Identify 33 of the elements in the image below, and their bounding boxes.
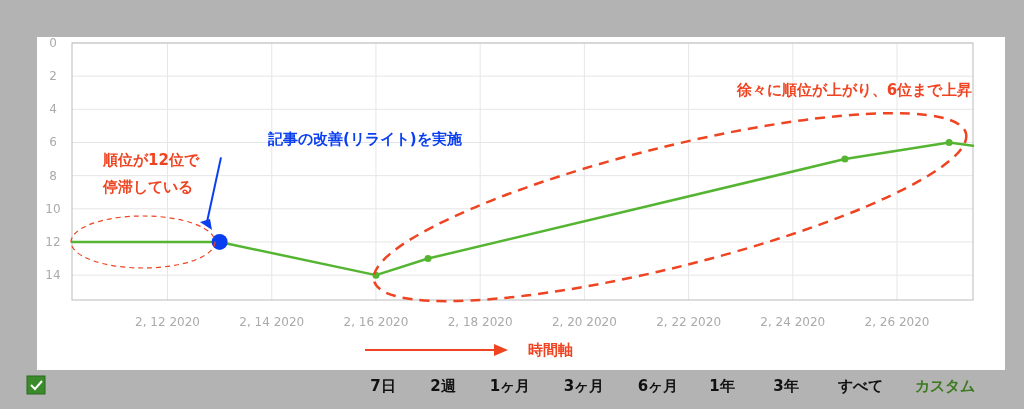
x-tick-label: 2, 18 2020 [447, 315, 513, 329]
text: 3年 [773, 377, 799, 395]
text: 2週 [430, 377, 457, 395]
x-tick-label: 2, 26 2020 [864, 315, 930, 329]
text: 3ヶ月 [563, 377, 605, 395]
text: 時間軸 [528, 341, 573, 359]
x-tick-label: 2, 22 2020 [656, 315, 722, 329]
y-tick-label: 14 [45, 268, 61, 283]
x-tick-label: 2, 20 2020 [551, 315, 617, 329]
text: すべて [836, 377, 883, 395]
text: カスタム [915, 377, 975, 395]
x-tick-label: 2, 14 2020 [239, 315, 305, 329]
text: 7日 [370, 377, 396, 395]
y-tick-label: 6 [49, 135, 57, 150]
y-tick-label: 8 [49, 168, 57, 183]
y-tick-label: 4 [49, 102, 57, 117]
annotation: 順位が12位で停滞している [102, 151, 200, 196]
point [945, 138, 953, 146]
y-tick-label: 0 [49, 36, 57, 50]
x-tick-label: 2, 16 2020 [343, 315, 409, 329]
text: 1ヶ月 [489, 377, 531, 395]
point [424, 255, 432, 263]
text: 6ヶ月 [637, 377, 679, 395]
y-tick-label: 2 [49, 69, 57, 84]
annotation: 徐々に順位が上がり、6位まで上昇 [735, 81, 973, 100]
y-tick-label: 10 [45, 201, 61, 216]
annotation: 記事の改善(リライト)を実施 [267, 130, 463, 148]
y-tick-label: 12 [45, 234, 61, 249]
point [211, 233, 228, 250]
point [841, 155, 849, 163]
x-tick-label: 2, 12 2020 [135, 315, 200, 329]
text: 1年 [709, 377, 735, 395]
x-tick-label: 2, 24 2020 [760, 315, 826, 329]
